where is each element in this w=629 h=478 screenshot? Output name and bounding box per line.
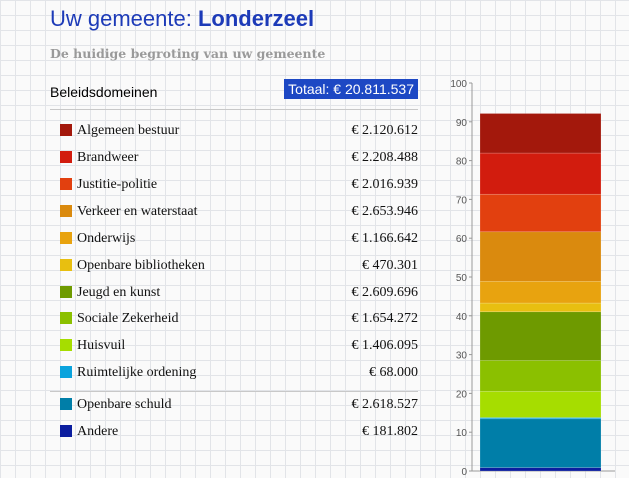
domain-value: € 2.618.527 [351, 397, 419, 412]
y-tick-label: 100 [450, 79, 467, 90]
domain-value: € 470.301 [362, 258, 418, 273]
bar-segment [479, 360, 602, 392]
domain-value: € 1.654.272 [351, 311, 419, 326]
domain-label: Algemeen bestuur [77, 123, 180, 138]
bar-segment [479, 193, 602, 233]
legend-row: Openbare schuld € 2.618.527 [60, 396, 418, 416]
color-swatch [60, 259, 72, 271]
domain-value: € 2.016.939 [351, 177, 419, 192]
y-tick-label: 90 [456, 118, 468, 129]
domain-label: Brandweer [77, 150, 139, 165]
domain-label: Onderwijs [77, 231, 136, 246]
color-swatch [60, 205, 72, 217]
domain-label: Justitie-politie [77, 177, 158, 192]
legend-row: Onderwijs € 1.166.642 [60, 230, 418, 250]
bar-segment [479, 281, 602, 304]
legend-row: Justitie-politie € 2.016.939 [60, 176, 418, 196]
legend-row: Ruimtelijke ordening € 68.000 [60, 364, 418, 384]
y-tick-label: 10 [456, 428, 468, 439]
domain-value: € 68.000 [369, 365, 418, 380]
color-swatch [60, 339, 72, 351]
color-swatch [60, 425, 72, 437]
domain-label: Huisvuil [77, 338, 126, 353]
subtitle: De huidige begroting van uw gemeente [50, 46, 326, 61]
color-swatch [60, 232, 72, 244]
y-tick-label: 50 [456, 273, 468, 284]
legend-row: Sociale Zekerheid € 1.654.272 [60, 310, 418, 330]
domain-label: Verkeer en waterstaat [77, 204, 198, 219]
y-tick-label: 70 [456, 195, 468, 206]
municipality-name: Londerzeel [197, 6, 315, 31]
page-title: Uw gemeente: Londerzeel [50, 6, 314, 32]
domain-value: € 1.166.642 [351, 231, 419, 246]
domain-value: € 181.802 [362, 424, 418, 439]
legend-row: Algemeen bestuur € 2.120.612 [60, 122, 418, 142]
legend-row: Jeugd en kunst € 2.609.696 [60, 284, 418, 304]
domain-value: € 2.208.488 [351, 150, 419, 165]
y-tick-label: 80 [456, 157, 468, 168]
legend-row: Andere € 181.802 [60, 423, 418, 443]
color-swatch [60, 178, 72, 190]
total-badge: Totaal: € 20.811.537 [284, 79, 418, 99]
domain-value: € 2.120.612 [351, 123, 419, 138]
y-tick-label: 30 [456, 351, 468, 362]
bar-segment [479, 467, 602, 472]
bar-segment [479, 311, 602, 361]
domain-label: Andere [77, 424, 119, 439]
domain-label: Sociale Zekerheid [77, 311, 179, 326]
bar-segment [479, 152, 602, 195]
stacked-bar-chart: 0 10 20 30 40 50 60 70 80 90 100 [450, 79, 615, 478]
y-tick-label: 40 [456, 312, 468, 323]
bar-segment [479, 418, 602, 468]
section-heading: Beleidsdomeinen [50, 84, 158, 100]
color-swatch [60, 366, 72, 378]
bar-segment [479, 391, 602, 418]
domain-label: Openbare schuld [77, 397, 172, 412]
domain-label: Openbare bibliotheken [77, 258, 205, 273]
legend-row: Huisvuil € 1.406.095 [60, 337, 418, 357]
divider [50, 391, 418, 392]
bar-segment [479, 113, 602, 154]
y-tick-label: 20 [456, 389, 468, 400]
domain-value: € 1.406.095 [351, 338, 419, 353]
bar-segment [479, 302, 602, 313]
color-swatch [60, 398, 72, 410]
legend-row: Brandweer € 2.208.488 [60, 149, 418, 169]
legend-row: Verkeer en waterstaat € 2.653.946 [60, 203, 418, 223]
color-swatch [60, 286, 72, 298]
y-tick-label: 60 [456, 234, 468, 245]
domain-label: Jeugd en kunst [77, 285, 161, 300]
y-tick-label: 0 [461, 467, 467, 478]
bar-segment [479, 231, 602, 282]
domain-value: € 2.609.696 [351, 285, 419, 300]
domain-value: € 2.653.946 [351, 204, 419, 219]
divider [50, 109, 418, 110]
legend-row: Openbare bibliotheken € 470.301 [60, 257, 418, 277]
color-swatch [60, 151, 72, 163]
color-swatch [60, 124, 72, 136]
color-swatch [60, 312, 72, 324]
domain-label: Ruimtelijke ordening [77, 365, 197, 380]
title-prefix: Uw gemeente: [50, 6, 198, 31]
